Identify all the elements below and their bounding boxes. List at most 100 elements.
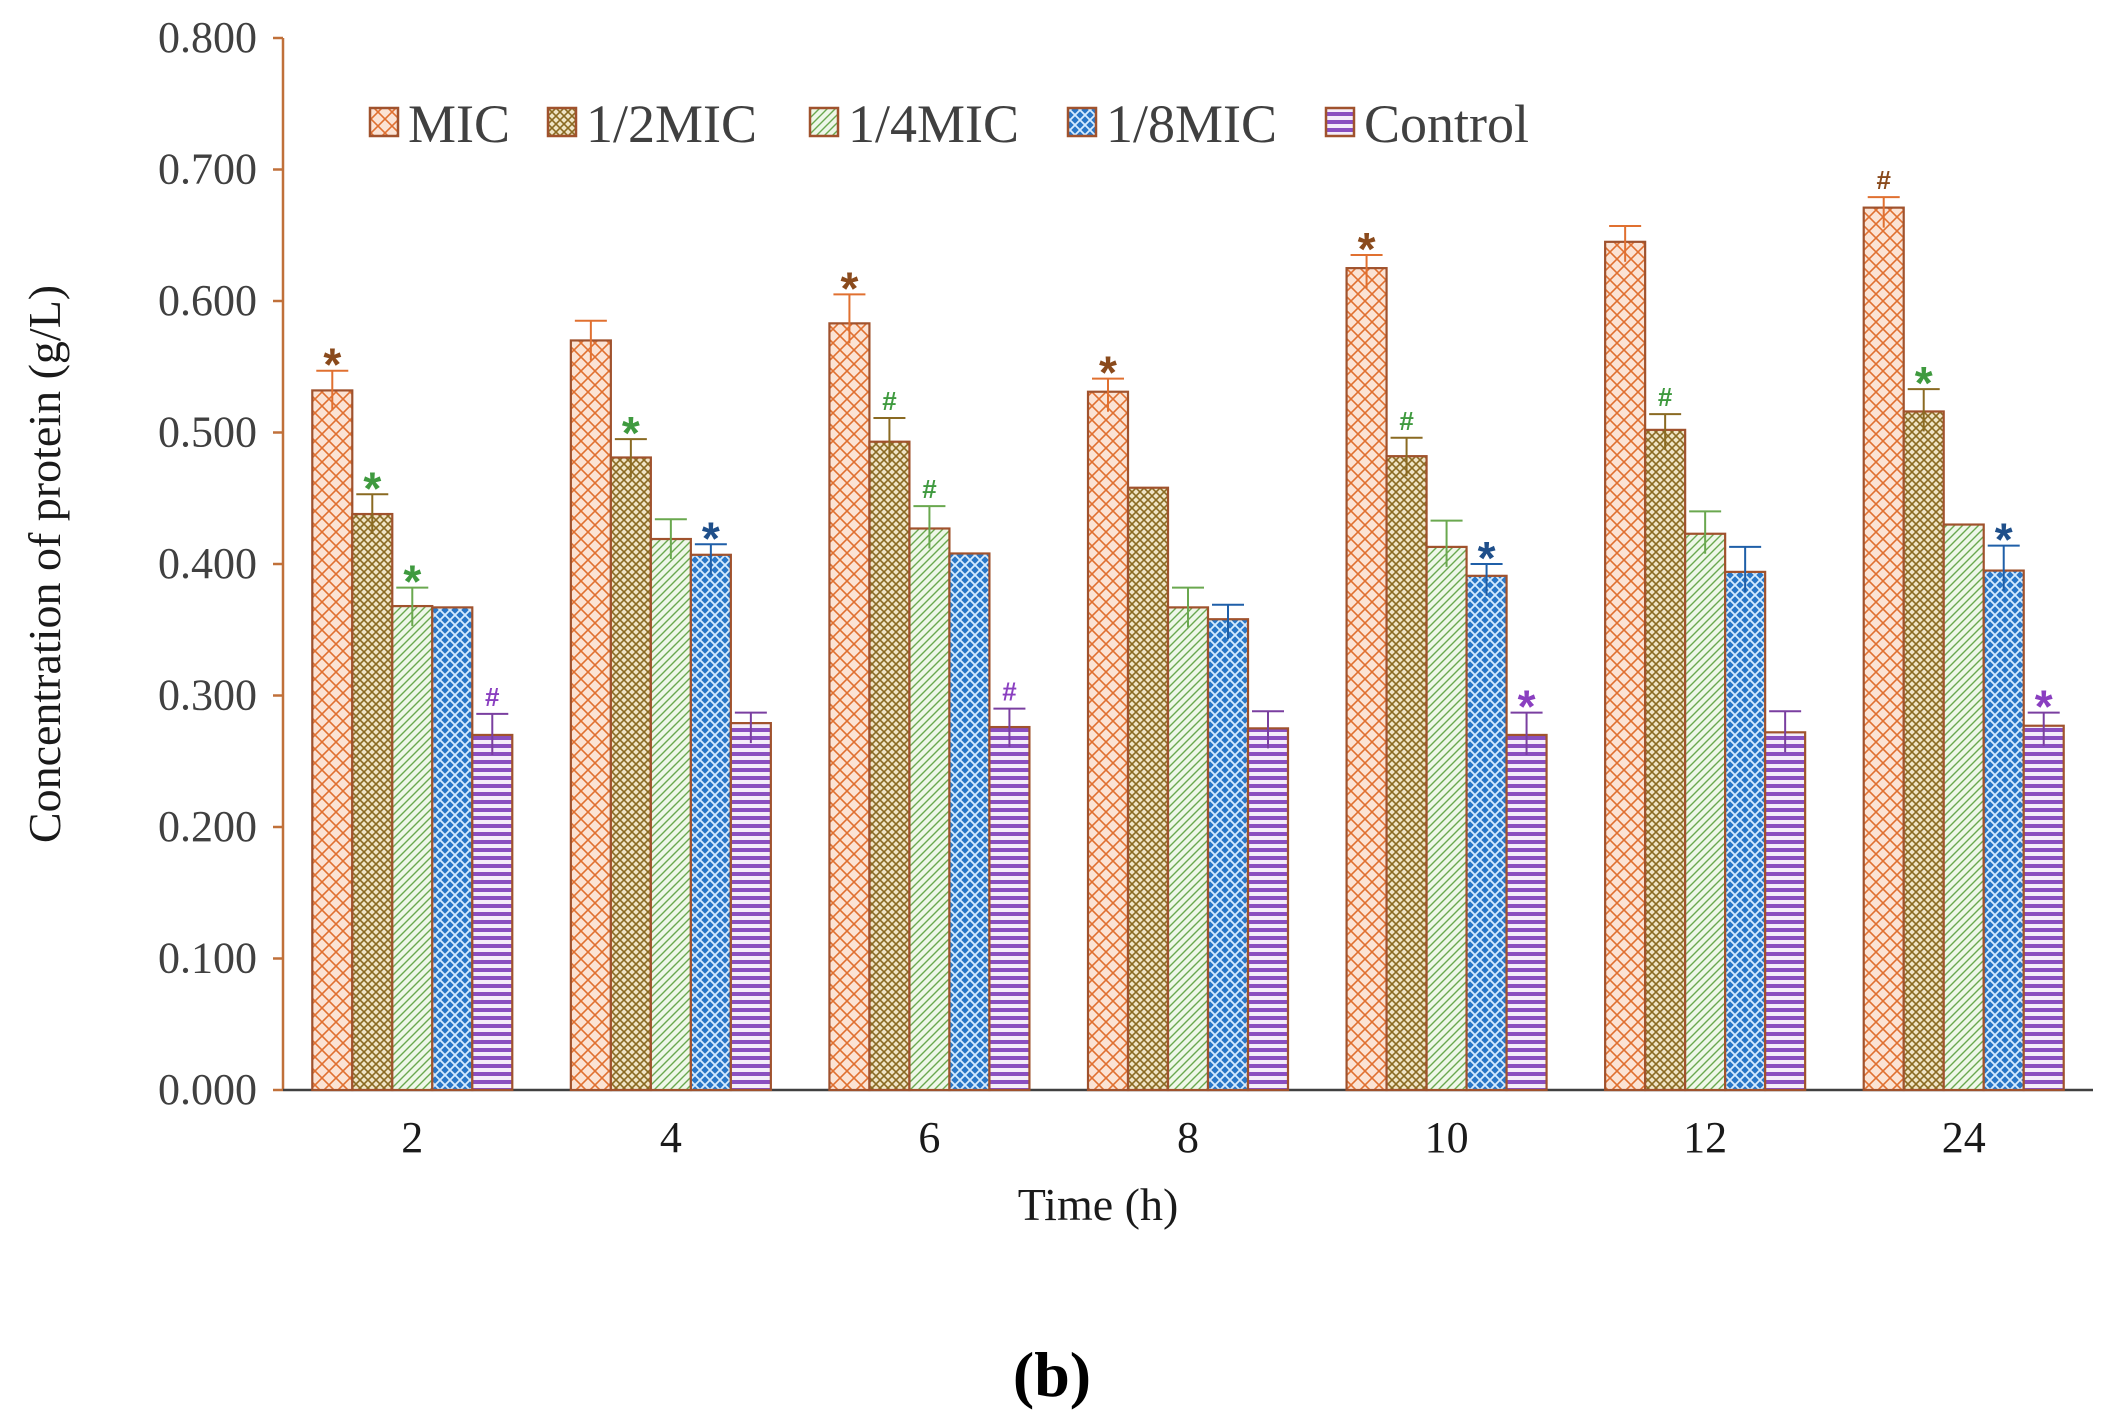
- error-bar: [1390, 436, 1423, 477]
- error-bar: [1769, 710, 1802, 753]
- x-tick-label: 4: [660, 1113, 682, 1162]
- bar-1-4mic-6: [908, 527, 951, 1092]
- bar-series-group: [311, 206, 2065, 1092]
- bar-mic-24: [1862, 206, 1905, 1092]
- legend-label: Control: [1364, 94, 1529, 154]
- significance-star: *: [363, 462, 381, 514]
- significance-star: *: [323, 339, 341, 391]
- y-tick-label: 0.700: [158, 145, 257, 194]
- x-tick-label: 2: [401, 1113, 423, 1162]
- bar-1-8mic-4: [689, 553, 732, 1092]
- error-bar: [833, 293, 866, 344]
- significance-star: *: [702, 512, 720, 564]
- bar-1-4mic-8: [1166, 606, 1210, 1092]
- y-axis-ticks: 0.000 0.100 0.200 0.300 0.400 0.500 0.600 0.700…: [158, 13, 283, 1114]
- significance-star: *: [1099, 347, 1117, 399]
- legend-swatch-1-2mic: [546, 106, 578, 138]
- error-bar: [574, 319, 607, 361]
- error-bar: [913, 505, 946, 549]
- y-tick-label: 0.000: [158, 1065, 257, 1114]
- error-bar: [1172, 586, 1204, 628]
- error-bar: [1907, 388, 1940, 432]
- legend-swatch-mic: [368, 106, 400, 138]
- bar-1-8mic-10: [1465, 574, 1508, 1092]
- legend-label: 1/2MIC: [586, 94, 757, 154]
- bar-1-8mic-12: [1724, 570, 1767, 1092]
- significance-marker-group: * * * # * * * # # # * * # * * # # * * *: [323, 165, 2052, 732]
- bar-1-8mic-2: [431, 606, 474, 1092]
- bar-control-12: [1764, 731, 1807, 1092]
- error-bar: [1470, 563, 1503, 596]
- bar-mic-2: [311, 389, 354, 1092]
- significance-hash: #: [1002, 677, 1017, 707]
- bar-mic-6: [828, 322, 871, 1092]
- bar-control-24: [2022, 724, 2065, 1092]
- y-tick-label: 0.200: [158, 802, 257, 851]
- error-bar: [1609, 225, 1642, 262]
- error-bar: [873, 417, 906, 462]
- panel-label: (b): [1013, 1339, 1091, 1410]
- x-tick-label: 10: [1425, 1113, 1469, 1162]
- error-bar: [1430, 519, 1463, 567]
- x-tick-label: 6: [918, 1113, 940, 1162]
- bar-1-2mic-8: [1126, 486, 1170, 1092]
- error-bar: [1212, 603, 1244, 640]
- legend-swatch-1-4mic: [808, 106, 840, 138]
- significance-star: *: [622, 407, 640, 459]
- bar-1-4mic-12: [1684, 532, 1727, 1092]
- significance-star: *: [1915, 357, 1933, 409]
- significance-hash: #: [1399, 406, 1414, 436]
- significance-hash: #: [485, 682, 500, 712]
- error-bar: [356, 493, 389, 535]
- bar-mic-10: [1345, 267, 1388, 1092]
- legend-swatch-1-8mic: [1066, 106, 1098, 138]
- y-tick-label: 0.500: [158, 408, 257, 457]
- bar-1-8mic-6: [948, 552, 991, 1092]
- bar-1-4mic-2: [391, 604, 434, 1092]
- legend-label: 1/4MIC: [848, 94, 1019, 154]
- chart-legend: MIC 1/2MIC 1/4MIC 1/8MIC Control: [368, 94, 1529, 154]
- y-tick-label: 0.400: [158, 539, 257, 588]
- error-bar: [1092, 377, 1124, 412]
- error-bar: [614, 438, 647, 478]
- bar-mic-12: [1604, 240, 1647, 1092]
- bar-1-8mic-24: [1982, 569, 2025, 1092]
- significance-star: *: [1358, 223, 1376, 275]
- error-bar: [1689, 510, 1722, 554]
- legend-label: 1/8MIC: [1106, 94, 1277, 154]
- error-bar: [1252, 710, 1284, 749]
- y-tick-label: 0.100: [158, 934, 257, 983]
- y-tick-label: 0.300: [158, 671, 257, 720]
- bar-control-2: [471, 733, 514, 1092]
- legend-swatch-control: [1324, 106, 1356, 138]
- significance-star: *: [403, 556, 421, 608]
- significance-hash: #: [882, 386, 897, 416]
- error-bar: [1510, 711, 1543, 755]
- bar-1-8mic-8: [1206, 618, 1250, 1092]
- error-bar: [476, 712, 509, 755]
- x-tick-label: 24: [1942, 1113, 1986, 1162]
- significance-hash: #: [1658, 382, 1673, 412]
- significance-star: *: [2035, 681, 2053, 733]
- bar-control-4: [729, 722, 772, 1092]
- error-bar: [654, 518, 687, 560]
- bar-1-2mic-10: [1385, 455, 1428, 1092]
- x-tick-label: 8: [1177, 1113, 1199, 1162]
- bar-1-4mic-24: [1942, 523, 1985, 1092]
- x-axis-title: Time (h): [1018, 1179, 1179, 1230]
- y-axis-title: Concentration of protein (g/L): [19, 285, 70, 843]
- bar-1-4mic-10: [1425, 545, 1468, 1092]
- bar-1-2mic-6: [868, 440, 911, 1092]
- significance-star: *: [1518, 681, 1536, 733]
- bar-mic-8: [1086, 390, 1130, 1092]
- error-bar: [694, 543, 727, 575]
- bar-mic-4: [569, 339, 612, 1092]
- error-bar: [1729, 545, 1762, 592]
- error-bar: [1649, 413, 1682, 450]
- significance-star: *: [1478, 532, 1496, 584]
- significance-star: *: [1995, 514, 2013, 566]
- significance-star: *: [840, 262, 858, 314]
- x-tick-label: 12: [1683, 1113, 1727, 1162]
- error-bar: [2027, 711, 2060, 746]
